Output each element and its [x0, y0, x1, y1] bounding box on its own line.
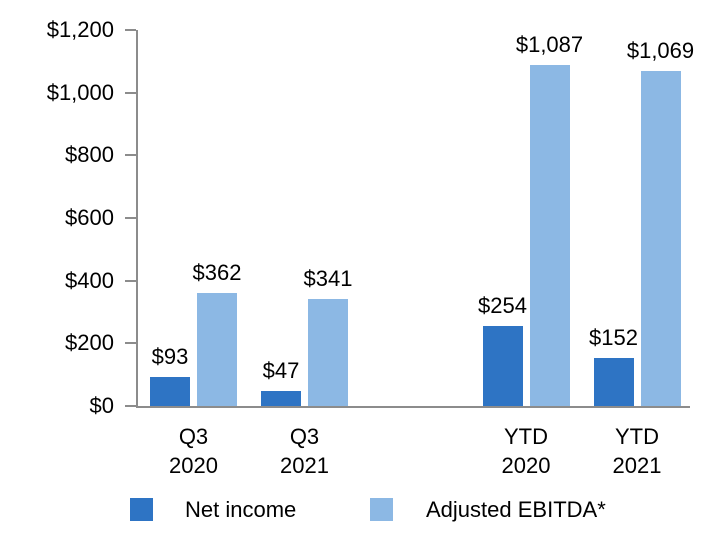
bar-adjusted-ebitda-q3-2021 [308, 299, 348, 406]
y-axis-tick-label: $1,200 [46, 17, 114, 42]
data-label: $254 [478, 293, 527, 318]
chart-legend: Net income Adjusted EBITDA* [0, 498, 720, 538]
bar-net-income-q3-2021 [261, 391, 301, 406]
y-axis-tick-label: $400 [65, 267, 114, 293]
y-axis-tick [125, 342, 136, 345]
bar-net-income-ytd-2020 [482, 326, 523, 406]
data-label: $362 [192, 260, 242, 285]
y-axis-tick [125, 405, 136, 407]
plot-area: $0 $200 $400 $600 $800 $1,000 $1,200 $93 $362 Q3 2… [47, 17, 694, 478]
data-label: $1,069 [626, 38, 695, 63]
data-label: $152 [589, 325, 638, 350]
x-axis-category-label: Q3 2021 [280, 424, 329, 478]
y-axis-tick [125, 91, 136, 94]
y-axis-tick-label: $800 [65, 142, 114, 168]
bar-adjusted-ebitda-q3-2020 [197, 293, 237, 406]
y-axis-tick-label: $200 [65, 330, 114, 356]
adjusted-ebitda-swatch [370, 498, 393, 521]
data-label: $1,087 [515, 32, 584, 57]
net-income-swatch [130, 498, 153, 521]
adjusted-ebitda-legend-label: Adjusted EBITDA* [426, 497, 606, 522]
data-label: $47 [262, 358, 300, 383]
y-axis-tick [125, 154, 136, 157]
net-income-legend-label: Net income [185, 497, 297, 522]
y-axis-tick-label: $0 [89, 393, 114, 418]
x-axis-category-label: YTD 2021 [612, 424, 662, 478]
y-axis-tick [125, 29, 136, 31]
bar-adjusted-ebitda-ytd-2020 [529, 65, 570, 406]
bar-adjusted-ebitda-ytd-2021 [640, 71, 681, 406]
y-axis-tick [125, 217, 136, 219]
y-axis-tick-label: $600 [65, 205, 114, 230]
x-axis-category-label: YTD 2020 [501, 424, 551, 478]
data-label: $93 [151, 344, 189, 369]
data-label: $341 [303, 266, 353, 291]
y-axis-tick [125, 279, 136, 282]
x-axis-category-label: Q3 2020 [169, 424, 218, 478]
bar-net-income-q3-2020 [150, 377, 190, 406]
y-axis-tick-label: $1,000 [46, 79, 114, 105]
bar-net-income-ytd-2021 [593, 358, 634, 406]
